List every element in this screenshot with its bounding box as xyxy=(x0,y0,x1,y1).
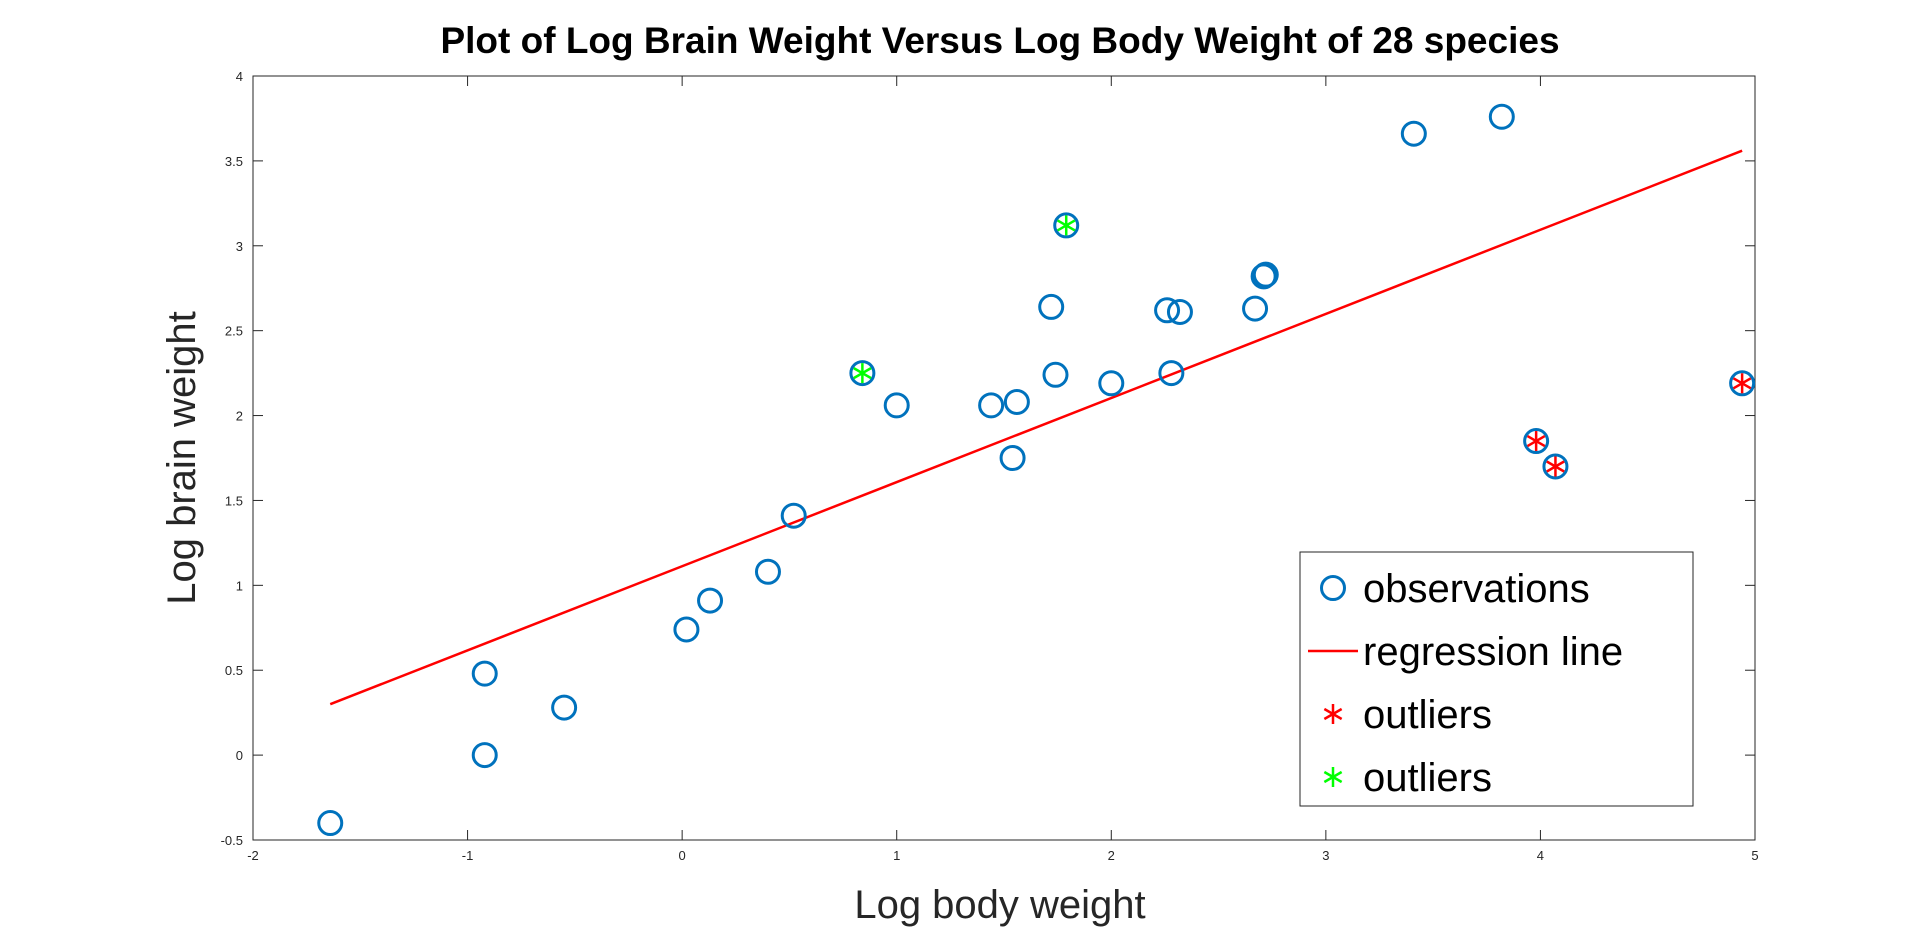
x-tick-label: 3 xyxy=(1322,848,1329,863)
outlier-point xyxy=(853,363,872,384)
y-tick-label: 1 xyxy=(236,578,243,593)
observation-point xyxy=(978,392,1005,419)
observation-point xyxy=(849,360,876,387)
observation-point xyxy=(1003,388,1030,415)
observation-point xyxy=(317,810,344,837)
outlier-point xyxy=(1546,456,1565,477)
y-tick-label: 3.5 xyxy=(225,154,243,169)
x-tick-label: 4 xyxy=(1537,848,1544,863)
y-axis-label: Log brain weight xyxy=(160,311,204,605)
x-tick-label: 1 xyxy=(893,848,900,863)
y-tick-label: 3 xyxy=(236,239,243,254)
y-tick-label: 4 xyxy=(236,69,243,84)
observation-point xyxy=(1166,298,1193,325)
observation-point xyxy=(471,660,498,687)
marker-layer xyxy=(317,103,1756,837)
y-tick-label: 1.5 xyxy=(225,493,243,508)
observation-point xyxy=(1158,360,1185,387)
observation-point xyxy=(697,587,724,614)
observation-point xyxy=(551,694,578,721)
y-tick-label: 2.5 xyxy=(225,324,243,339)
x-tick-label: -2 xyxy=(247,848,259,863)
observation-point xyxy=(1542,453,1569,480)
legend-asterisk-swatch xyxy=(1323,704,1343,724)
x-axis-label: Log body weight xyxy=(854,883,1145,927)
observation-point xyxy=(1098,370,1125,397)
axis-ticks: -2 -1 0 1 2 3 4 5 -0.5 0 0.5 1 1.5 2 2.5 3 3.5 4 xyxy=(221,69,1759,863)
observation-point xyxy=(883,392,910,419)
legend-asterisk-swatch xyxy=(1323,767,1343,787)
y-tick-label: 0.5 xyxy=(225,663,243,678)
legend-box xyxy=(1299,551,1694,807)
chart-title: Plot of Log Brain Weight Versus Log Body… xyxy=(440,20,1559,61)
outlier-point xyxy=(1526,431,1546,452)
outlier-point xyxy=(1056,215,1076,236)
legend-label: regression line xyxy=(1363,630,1623,674)
y-tick-label: 0 xyxy=(236,748,243,763)
observation-point xyxy=(1400,120,1427,147)
observation-point xyxy=(1252,261,1279,288)
observation-point xyxy=(1038,293,1065,320)
observation-point xyxy=(471,742,498,769)
observation-point xyxy=(673,616,700,643)
x-tick-label: 5 xyxy=(1751,848,1758,863)
outlier-point xyxy=(1732,373,1752,394)
regression-layer xyxy=(329,149,1743,706)
legend-label: outliers xyxy=(1363,693,1492,737)
observation-point xyxy=(1053,212,1080,239)
observation-point xyxy=(1154,297,1181,324)
observation-point xyxy=(754,558,781,585)
observation-point xyxy=(1042,361,1069,388)
observation-point xyxy=(1523,428,1550,455)
y-tick-label: 2 xyxy=(236,409,243,424)
legend: observations regression line outliers outli… xyxy=(1299,551,1694,807)
legend-label: observations xyxy=(1363,567,1590,611)
observation-point xyxy=(1729,370,1756,397)
observation-point xyxy=(999,445,1026,471)
y-tick-label: -0.5 xyxy=(221,833,243,848)
x-tick-label: 2 xyxy=(1108,848,1115,863)
x-tick-label: 0 xyxy=(679,848,686,863)
legend-label: outliers xyxy=(1363,756,1492,800)
observation-point xyxy=(1488,103,1515,130)
x-tick-label: -1 xyxy=(462,848,474,863)
regression-line xyxy=(329,149,1743,706)
observation-point xyxy=(780,502,807,529)
observation-point xyxy=(1242,295,1269,322)
legend-circle-swatch xyxy=(1320,575,1346,601)
